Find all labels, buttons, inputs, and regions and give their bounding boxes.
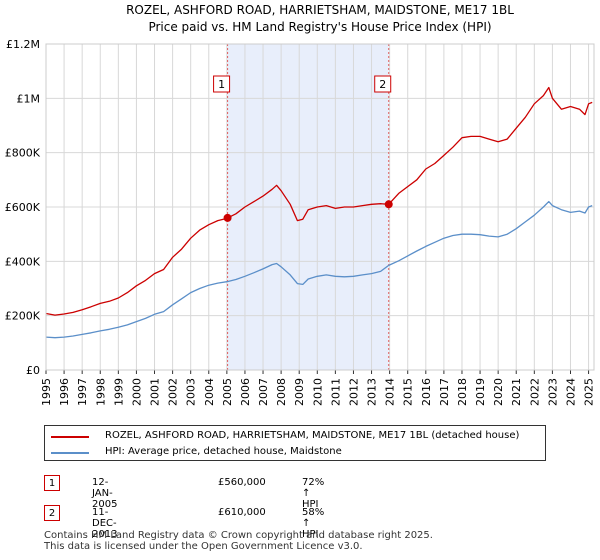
y-tick-label: £1.2M xyxy=(6,38,40,51)
y-tick-label: £0 xyxy=(26,364,40,377)
chart-subtitle: Price paid vs. HM Land Registry's House … xyxy=(148,20,491,34)
plot-frame xyxy=(45,43,595,371)
annotation-box: 1 xyxy=(213,75,231,93)
footer: Contains HM Land Registry data © Crown c… xyxy=(44,530,433,552)
y-tick-label: £600K xyxy=(5,201,41,214)
x-tick-label: 2006 xyxy=(239,378,252,406)
annotation-box: 2 xyxy=(374,75,392,93)
x-tick-label: 2017 xyxy=(438,378,451,406)
x-tick-label: 2019 xyxy=(474,378,487,406)
y-tick-label: £200K xyxy=(5,310,41,323)
sale-point xyxy=(223,213,232,222)
footer-line: This data is licensed under the Open Gov… xyxy=(44,541,363,552)
x-tick-label: 2024 xyxy=(564,378,577,406)
legend-label: HPI: Average price, detached house, Maid… xyxy=(105,446,342,457)
x-tick-label: 2013 xyxy=(366,378,379,406)
annotation-box-rect xyxy=(374,75,392,93)
x-tick-label: 2008 xyxy=(275,378,288,406)
legend: ROZEL, ASHFORD ROAD, HARRIETSHAM, MAIDST… xyxy=(44,425,546,461)
legend-label: ROZEL, ASHFORD ROAD, HARRIETSHAM, MAIDST… xyxy=(105,430,520,441)
transaction-date: 11-DEC-2013 xyxy=(92,507,118,540)
annotation-box-rect xyxy=(213,75,231,93)
x-tick-label: 2004 xyxy=(203,378,216,406)
annotation-label: 2 xyxy=(379,78,386,91)
x-tick-label: 2012 xyxy=(347,378,360,406)
x-tick-label: 2023 xyxy=(546,378,559,406)
x-tick-label: 1997 xyxy=(76,378,89,406)
transaction-marker: 2 xyxy=(44,505,60,521)
x-tick-label: 2010 xyxy=(311,378,324,406)
x-tick-label: 2025 xyxy=(583,378,596,406)
x-tick-label: 2007 xyxy=(257,378,270,406)
x-tick-label: 2005 xyxy=(221,378,234,406)
x-tick-label: 1995 xyxy=(40,378,53,406)
sale-point xyxy=(384,200,393,209)
transaction-price: £610,000 xyxy=(218,507,266,518)
y-tick-label: £1M xyxy=(17,92,41,105)
transaction-hpi: 58% ↑ HPI xyxy=(302,507,325,540)
legend-swatch-blue xyxy=(51,452,89,454)
transaction-marker: 1 xyxy=(44,475,60,491)
footer-line: Contains HM Land Registry data © Crown c… xyxy=(44,530,433,541)
x-tick-label: 2020 xyxy=(492,378,505,406)
x-tick-label: 2015 xyxy=(402,378,415,406)
legend-swatch-red xyxy=(51,436,89,438)
x-tick-label: 2021 xyxy=(510,378,523,406)
chart-title: ROZEL, ASHFORD ROAD, HARRIETSHAM, MAIDST… xyxy=(126,3,514,17)
x-tick-label: 2018 xyxy=(456,378,469,406)
x-tick-label: 2000 xyxy=(130,378,143,406)
x-tick-label: 2003 xyxy=(185,378,198,406)
price-chart: ROZEL, ASHFORD ROAD, HARRIETSHAM, MAIDST… xyxy=(5,3,596,406)
y-tick-label: £800K xyxy=(5,147,41,160)
annotation-label: 1 xyxy=(218,78,225,91)
x-tick-label: 1999 xyxy=(112,378,125,406)
x-tick-label: 2001 xyxy=(149,378,162,406)
transaction-hpi: 72% ↑ HPI xyxy=(302,477,325,510)
series-line xyxy=(45,200,593,339)
y-tick-label: £400K xyxy=(5,255,41,268)
x-tick-label: 2009 xyxy=(293,378,306,406)
x-tick-label: 2011 xyxy=(329,378,342,406)
x-tick-label: 2002 xyxy=(167,378,180,406)
series-line xyxy=(45,86,593,316)
transaction-date: 12-JAN-2005 xyxy=(92,477,118,510)
x-tick-label: 1996 xyxy=(58,378,71,406)
x-tick-label: 2022 xyxy=(528,378,541,406)
transaction-price: £560,000 xyxy=(218,477,266,488)
x-tick-label: 2014 xyxy=(384,378,397,406)
x-tick-label: 2016 xyxy=(420,378,433,406)
x-tick-label: 1998 xyxy=(94,378,107,406)
